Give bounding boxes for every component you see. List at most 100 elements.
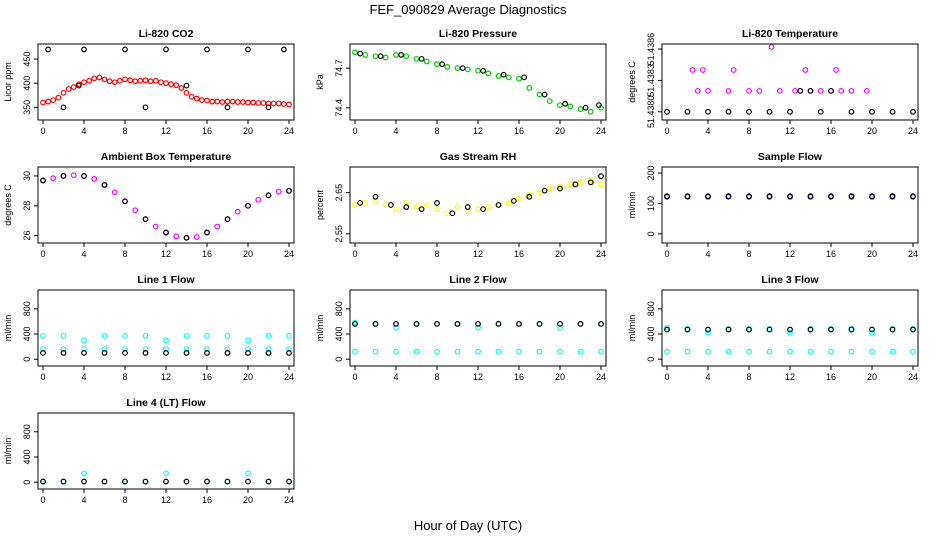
data-point [60, 89, 67, 96]
data-point [372, 53, 379, 60]
y-tick-label: 400 [22, 76, 32, 91]
data-point [802, 67, 809, 73]
data-point [557, 183, 563, 190]
x-tick-label: 8 [434, 126, 439, 136]
data-point [684, 348, 691, 355]
data-point [526, 85, 533, 91]
data-point [265, 478, 272, 485]
data-point [101, 181, 108, 188]
data-point [224, 216, 231, 223]
panel-9: Line 3 Flow ml/min 0 4 8 12 16 20 24 0 400 800 [627, 274, 919, 382]
data-point [889, 193, 896, 200]
data-point [505, 74, 512, 81]
data-point [91, 75, 98, 82]
data-point [142, 104, 149, 111]
x-tick-label: 20 [243, 372, 253, 382]
data-point [869, 329, 875, 336]
x-tick-label: 12 [161, 372, 171, 382]
data-point [587, 108, 594, 115]
data-point [807, 348, 814, 355]
data-point [587, 177, 594, 184]
plot-frame [661, 289, 919, 367]
data-point [910, 348, 916, 355]
y-tick-label: 51.4386 [646, 33, 656, 66]
data-point [101, 76, 108, 83]
data-point [787, 329, 793, 336]
data-point [694, 87, 701, 94]
x-tick-label: 20 [867, 372, 877, 382]
data-point [265, 350, 272, 356]
data-point [81, 346, 87, 353]
data-point [286, 478, 292, 485]
panel-title: Line 2 Flow [449, 274, 507, 286]
plot-frame [37, 289, 295, 367]
data-point [127, 77, 134, 84]
series-2 [352, 348, 604, 355]
panel-10: Line 4 (LT) Flow ml/min 0 4 8 12 16 20 24 0 400 800 [3, 397, 295, 505]
y-tick-label: 200 [646, 166, 656, 181]
y-tick-label: 0 [646, 357, 656, 362]
y-axis-label: ml/min [315, 315, 325, 342]
y-tick-label: 0 [646, 231, 656, 236]
x-tick-label: 4 [81, 249, 86, 259]
data-point [60, 350, 67, 356]
data-point [209, 98, 216, 105]
data-point [183, 89, 190, 96]
data-point [40, 350, 46, 356]
data-point [536, 91, 543, 98]
y-tick-label: 26 [22, 231, 32, 241]
data-point [776, 87, 783, 94]
x-tick-label: 8 [434, 372, 439, 382]
data-point [557, 185, 563, 192]
data-point [598, 181, 604, 188]
data-point [480, 206, 487, 213]
series-1 [40, 470, 292, 485]
data-point [705, 326, 711, 333]
data-point [664, 348, 670, 355]
x-tick-label: 4 [393, 249, 398, 259]
data-point [255, 196, 262, 203]
x-tick-label: 20 [555, 249, 565, 259]
data-point [352, 348, 358, 355]
panel-title: Li-820 Temperature [742, 28, 838, 40]
data-point [275, 100, 282, 107]
data-point [434, 348, 440, 355]
data-point [101, 346, 108, 353]
data-point [60, 332, 67, 339]
data-point [239, 99, 246, 105]
x-tick-label: 24 [596, 126, 606, 136]
data-point [454, 348, 461, 355]
data-point [101, 478, 108, 485]
data-point [275, 188, 282, 195]
x-tick-label: 12 [785, 249, 795, 259]
series-2 [40, 478, 292, 485]
data-point [705, 348, 711, 355]
data-point [516, 195, 522, 202]
data-point [730, 67, 737, 73]
data-point [684, 326, 691, 333]
plot-frame [37, 166, 295, 244]
data-point [464, 204, 471, 210]
data-point [475, 67, 481, 74]
data-point [766, 193, 773, 200]
x-tick-label: 4 [705, 372, 710, 382]
data-point [423, 202, 430, 208]
x-tick-label: 4 [81, 126, 86, 136]
data-point [214, 223, 221, 230]
data-point [516, 75, 522, 82]
data-point [495, 202, 502, 208]
data-point [362, 200, 369, 206]
x-tick-label: 24 [908, 372, 918, 382]
data-point [792, 87, 799, 94]
series-1 [40, 74, 292, 108]
data-point [557, 324, 563, 331]
x-tick-label: 8 [122, 372, 127, 382]
data-point [572, 181, 579, 188]
data-point [280, 101, 287, 107]
x-tick-label: 0 [352, 126, 357, 136]
panel-title: Ambient Box Temperature [101, 151, 232, 163]
y-tick-label: 400 [334, 326, 344, 341]
figure-x-axis-title: Hour of Day (UTC) [413, 518, 523, 533]
data-point [577, 321, 584, 327]
data-point [122, 46, 128, 53]
